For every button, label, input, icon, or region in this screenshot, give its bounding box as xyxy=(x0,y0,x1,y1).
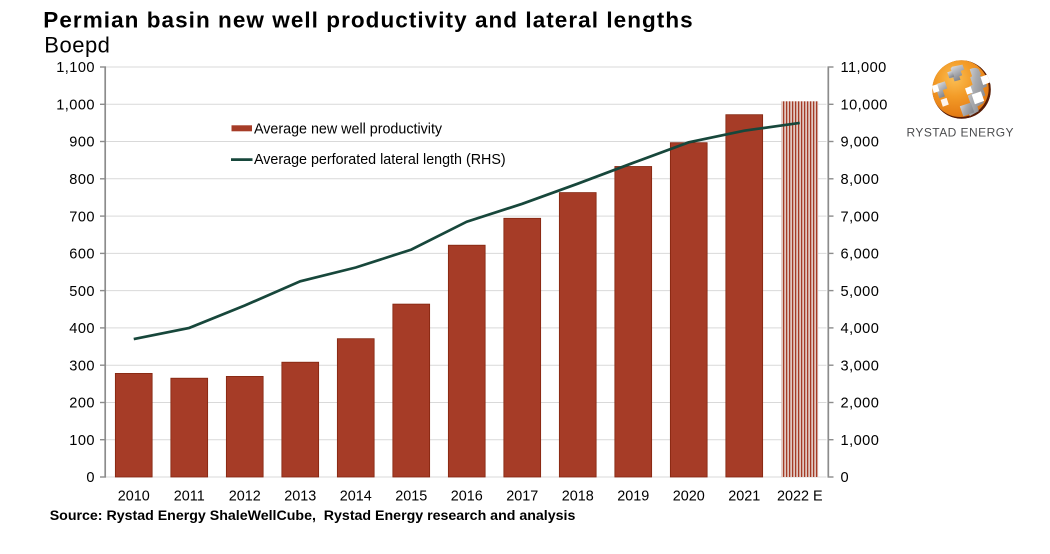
svg-text:2013: 2013 xyxy=(284,488,316,504)
svg-text:800: 800 xyxy=(69,172,95,188)
svg-text:5,000: 5,000 xyxy=(841,284,880,300)
svg-text:7,000: 7,000 xyxy=(841,209,880,225)
svg-text:700: 700 xyxy=(69,209,95,225)
svg-text:2020: 2020 xyxy=(673,488,705,504)
svg-text:2021: 2021 xyxy=(728,488,760,504)
svg-text:2018: 2018 xyxy=(562,488,594,504)
svg-text:11,000: 11,000 xyxy=(841,60,887,76)
svg-text:9,000: 9,000 xyxy=(841,135,880,151)
svg-text:2,000: 2,000 xyxy=(841,396,880,412)
svg-text:1,100: 1,100 xyxy=(56,60,95,76)
svg-text:Average perforated lateral len: Average perforated lateral length (RHS) xyxy=(254,152,506,168)
svg-text:8,000: 8,000 xyxy=(841,172,880,188)
svg-text:1,000: 1,000 xyxy=(56,98,95,114)
svg-text:500: 500 xyxy=(69,284,95,300)
svg-text:200: 200 xyxy=(69,396,95,412)
svg-text:2015: 2015 xyxy=(395,488,427,504)
svg-text:2010: 2010 xyxy=(118,488,150,504)
svg-text:Source: Rystad Energy ShaleWel: Source: Rystad Energy ShaleWellCube, Rys… xyxy=(50,508,576,524)
svg-text:Average new well productivity: Average new well productivity xyxy=(254,121,443,137)
svg-text:2022 E: 2022 E xyxy=(777,488,823,504)
svg-text:300: 300 xyxy=(69,358,95,374)
svg-text:3,000: 3,000 xyxy=(841,358,880,374)
svg-text:100: 100 xyxy=(69,433,95,449)
svg-text:900: 900 xyxy=(69,135,95,151)
svg-text:2014: 2014 xyxy=(340,488,372,504)
svg-text:400: 400 xyxy=(69,321,95,337)
svg-text:10,000: 10,000 xyxy=(841,98,888,114)
svg-text:600: 600 xyxy=(69,247,95,263)
svg-text:2017: 2017 xyxy=(506,488,538,504)
svg-text:RYSTAD ENERGY: RYSTAD ENERGY xyxy=(907,125,1014,139)
svg-text:0: 0 xyxy=(86,470,95,486)
svg-text:Permian basin new well product: Permian basin new well productivity and … xyxy=(43,8,693,33)
svg-text:4,000: 4,000 xyxy=(841,321,880,337)
svg-text:2016: 2016 xyxy=(451,488,483,504)
svg-text:0: 0 xyxy=(841,470,850,486)
svg-text:1,000: 1,000 xyxy=(841,433,880,449)
svg-text:6,000: 6,000 xyxy=(841,247,880,263)
svg-text:Boepd: Boepd xyxy=(44,33,110,58)
svg-text:2011: 2011 xyxy=(174,488,205,504)
svg-text:2012: 2012 xyxy=(229,488,261,504)
svg-text:2019: 2019 xyxy=(617,488,649,504)
